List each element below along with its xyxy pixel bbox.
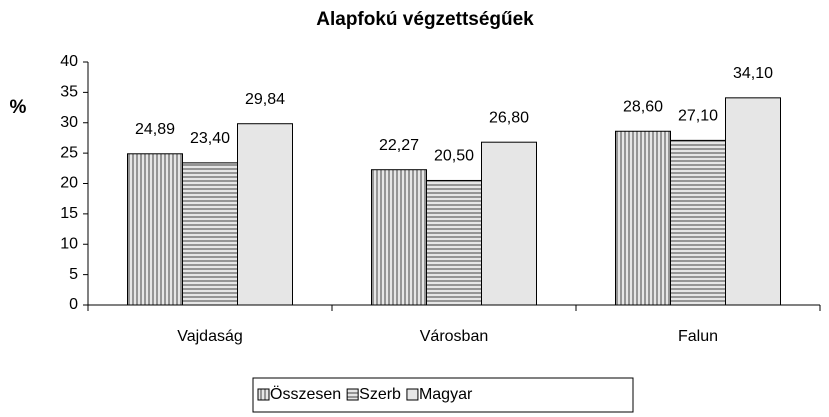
legend-label: Összesen: [270, 385, 341, 403]
y-tick-label: 0: [69, 296, 78, 313]
value-label: 24,89: [135, 121, 175, 138]
y-tick-label: 40: [60, 53, 78, 70]
x-tick-label: Városban: [420, 328, 489, 345]
x-tick-label: Falun: [678, 328, 718, 345]
y-tick-label: 20: [60, 175, 78, 192]
y-tick-label: 30: [60, 114, 78, 131]
y-tick-label: 5: [69, 266, 78, 283]
value-label: 34,10: [733, 65, 773, 82]
y-tick-label: 15: [60, 205, 78, 222]
bar: [670, 139, 726, 306]
bar: [371, 169, 427, 306]
bar: [615, 130, 671, 306]
bar: [481, 141, 537, 306]
bar: [237, 123, 293, 306]
legend-box: [252, 377, 634, 413]
legend-label: Magyar: [419, 386, 473, 403]
bar: [127, 153, 183, 306]
legend-swatch: [257, 388, 270, 401]
value-label: 26,80: [489, 109, 529, 126]
legend-swatch: [406, 388, 419, 401]
value-label: 23,40: [190, 130, 230, 147]
bar: [182, 162, 238, 306]
chart-title: Alapfokú végzettségűek: [316, 9, 534, 30]
y-axis-label: %: [10, 97, 27, 118]
bar: [426, 179, 482, 306]
value-label: 29,84: [245, 91, 285, 108]
bar: [725, 97, 781, 306]
legend-swatch: [346, 388, 359, 401]
y-tick-label: 25: [60, 144, 78, 161]
value-label: 27,10: [678, 108, 718, 125]
legend-label: Szerb: [359, 386, 401, 403]
x-tick-label: Vajdaság: [177, 328, 243, 345]
value-label: 22,27: [379, 137, 419, 154]
y-tick-label: 35: [60, 84, 78, 101]
y-tick-label: 10: [60, 235, 78, 252]
value-label: 28,60: [623, 98, 663, 115]
value-label: 20,50: [434, 148, 474, 165]
